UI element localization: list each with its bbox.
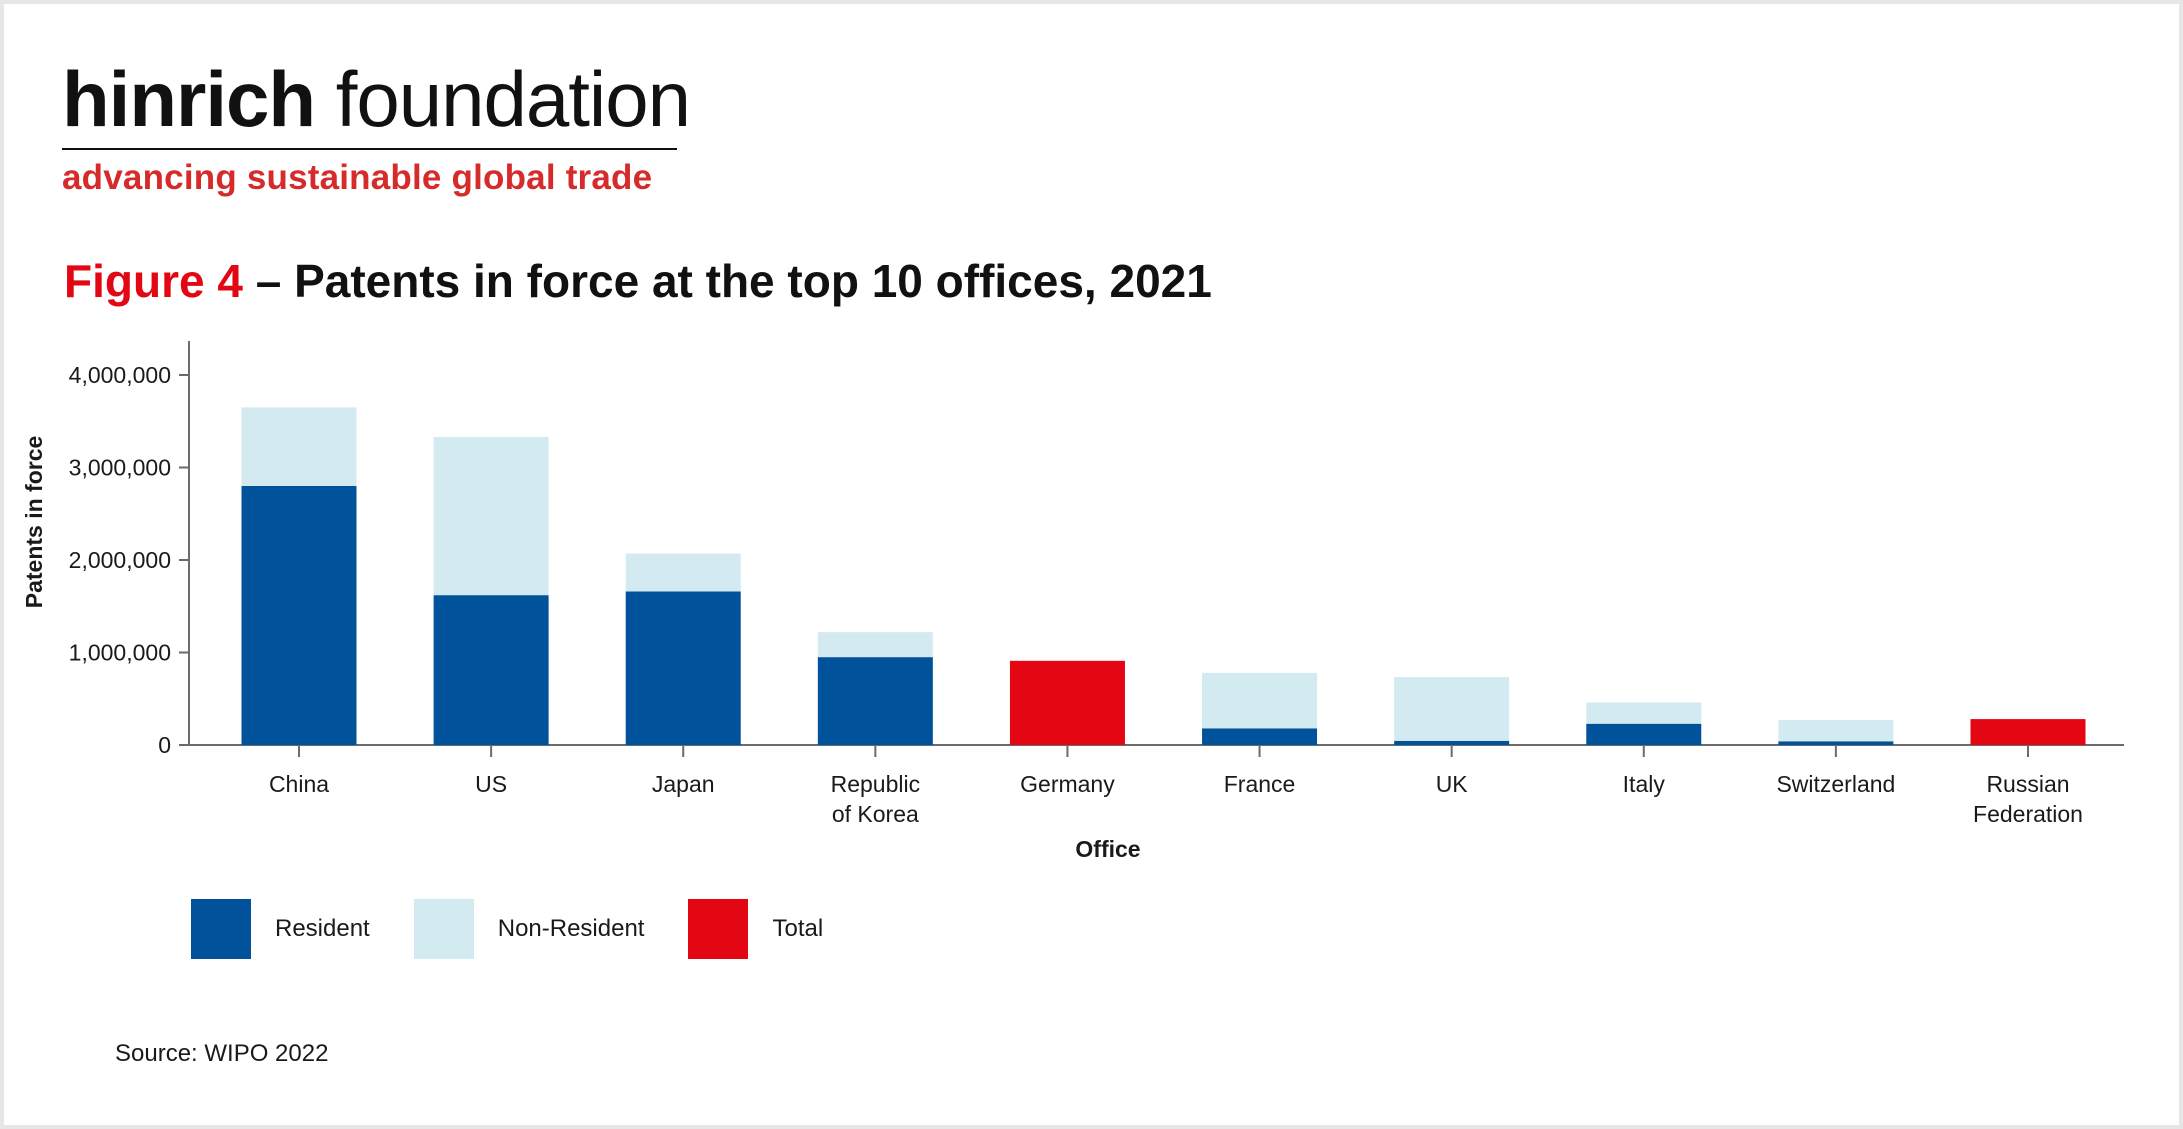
bar-resident: [1394, 740, 1510, 745]
bar-non-resident: [1202, 672, 1318, 729]
chart-legend: Resident Non-Resident Total: [191, 898, 867, 960]
x-tick-label: of Korea: [832, 801, 919, 827]
legend-swatch: [191, 899, 251, 959]
brand-tagline: advancing sustainable global trade: [62, 158, 653, 197]
x-tick-label: Germany: [1020, 771, 1115, 797]
brand-divider: [62, 148, 677, 150]
legend-label: Total: [772, 915, 824, 942]
bar-non-resident: [241, 407, 357, 486]
bar-non-resident: [433, 436, 549, 596]
legend-label: Resident: [275, 915, 370, 942]
x-tick-label: Italy: [1623, 771, 1666, 797]
y-tick-label: 1,000,000: [69, 640, 171, 666]
x-tick-label: Federation: [1973, 801, 2083, 827]
bar-resident: [625, 591, 741, 745]
bar-resident: [1778, 741, 1894, 745]
x-tick-label: Japan: [652, 771, 715, 797]
y-axis-title: Patents in force: [21, 436, 47, 609]
legend-item-non-resident: Non-Resident: [413, 899, 645, 959]
bar-resident: [1586, 723, 1702, 745]
y-tick-label: 3,000,000: [69, 455, 171, 481]
bar-non-resident: [1586, 702, 1702, 724]
x-tick-label: Russian: [1986, 771, 2069, 797]
x-axis-title: Office: [1075, 836, 1140, 862]
x-tick-label: Republic: [831, 771, 921, 797]
bar-non-resident: [1778, 720, 1894, 742]
brand-logo: hinrich foundation advancing sustainable…: [62, 60, 691, 198]
x-tick-label: US: [475, 771, 507, 797]
y-tick-label: 0: [158, 732, 171, 758]
figure-panel: hinrich foundation advancing sustainable…: [4, 4, 2179, 1125]
brand-name-bold: hinrich: [62, 55, 316, 143]
source-note: Source: WIPO 2022: [115, 1040, 329, 1067]
figure-title: Figure 4 – Patents in force at the top 1…: [64, 254, 1212, 308]
bar-resident: [241, 486, 357, 745]
bar-non-resident: [1394, 677, 1510, 741]
bar-resident: [433, 595, 549, 745]
legend-item-total: Total: [688, 899, 823, 959]
x-tick-label: China: [269, 771, 329, 797]
bar-total: [1009, 660, 1125, 745]
y-tick-label: 4,000,000: [69, 362, 171, 388]
legend-swatch: [688, 899, 749, 959]
x-tick-label: France: [1224, 771, 1296, 797]
figure-label: Figure 4: [64, 255, 243, 307]
figure-title-text: – Patents in force at the top 10 offices…: [242, 255, 1212, 307]
y-tick-label: 2,000,000: [69, 547, 171, 573]
bar-non-resident: [817, 632, 933, 658]
brand-name-light: foundation: [335, 55, 691, 143]
legend-swatch: [413, 899, 474, 959]
bar-total: [1970, 719, 2086, 745]
brand-name: hinrich foundation: [62, 60, 691, 138]
x-tick-label: Switzerland: [1776, 771, 1895, 797]
legend-item-resident: Resident: [191, 899, 370, 959]
legend-label: Non-Resident: [497, 915, 645, 942]
x-tick-label: UK: [1436, 771, 1469, 797]
bar-resident: [817, 657, 933, 745]
bar-non-resident: [625, 553, 741, 592]
bar-resident: [1202, 728, 1318, 745]
